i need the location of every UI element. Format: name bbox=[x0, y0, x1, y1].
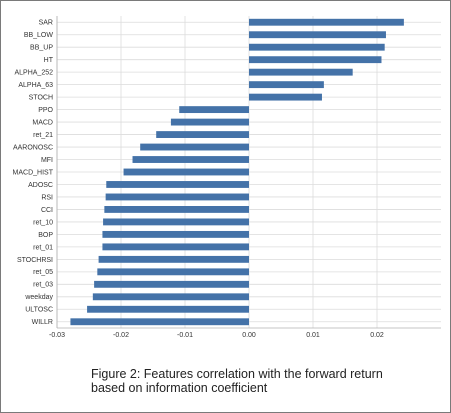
category-label: BOP bbox=[38, 232, 53, 239]
x-tick-label: 0.02 bbox=[370, 332, 384, 339]
x-tick-labels: -0.03 -0.02 -0.01 0.00 0.01 0.02 bbox=[49, 332, 384, 339]
category-label: ret_21 bbox=[33, 132, 53, 139]
category-label: ALPHA_63 bbox=[18, 82, 53, 89]
bar-alpha-252 bbox=[249, 68, 353, 76]
category-labels: SAR BB_LOW BB_UP HT ALPHA_252 ALPHA_63 STOCH PP… bbox=[13, 20, 54, 327]
bar-layer bbox=[70, 18, 404, 326]
bar-macd bbox=[170, 118, 249, 126]
category-label: AARONOSC bbox=[13, 144, 53, 151]
figure-caption: Figure 2: Features correlation with the … bbox=[91, 367, 431, 395]
category-label: RSI bbox=[41, 194, 53, 201]
bar-adosc bbox=[106, 181, 249, 188]
x-tick-label: 0.01 bbox=[306, 332, 320, 339]
bar-ret-03 bbox=[94, 280, 250, 288]
bar-bb-up bbox=[249, 43, 385, 51]
category-label: ret_01 bbox=[33, 244, 53, 251]
category-label: MFI bbox=[41, 157, 53, 164]
x-tick-label: -0.02 bbox=[113, 332, 129, 339]
bar-macd-hist bbox=[123, 168, 249, 176]
category-label: ret_10 bbox=[33, 219, 53, 226]
category-label: ret_05 bbox=[33, 269, 53, 276]
x-tick-label: -0.03 bbox=[49, 332, 65, 339]
category-label: ADOSC bbox=[28, 182, 53, 189]
category-label: WILLR bbox=[32, 319, 53, 326]
category-label: ret_03 bbox=[33, 282, 53, 289]
bar-weekday bbox=[92, 293, 249, 301]
category-label: weekday bbox=[24, 294, 53, 301]
x-tick-label: 0.00 bbox=[242, 332, 256, 339]
category-label: ALPHA_252 bbox=[14, 70, 53, 77]
bar-ret-10 bbox=[103, 218, 249, 226]
bar-ultosc bbox=[87, 305, 249, 313]
caption-line-1: Figure 2: Features correlation with the … bbox=[91, 367, 383, 381]
category-label: BB_UP bbox=[30, 45, 53, 52]
category-label: PPO bbox=[38, 107, 53, 114]
bar-ret-05 bbox=[97, 268, 249, 276]
bar-mfi bbox=[132, 156, 249, 163]
bar-aaronosc bbox=[140, 143, 249, 151]
bar-chart: SAR BB_LOW BB_UP HT ALPHA_252 ALPHA_63 STOCH PP… bbox=[13, 16, 441, 339]
category-label: ULTOSC bbox=[25, 307, 53, 314]
bar-willr bbox=[70, 318, 249, 326]
bar-alpha-63 bbox=[249, 81, 324, 89]
category-label: MACD bbox=[32, 119, 53, 126]
category-label: MACD_HIST bbox=[13, 169, 54, 176]
category-label: HT bbox=[44, 57, 54, 64]
category-label: STOCHRSI bbox=[17, 257, 53, 264]
category-label: STOCH bbox=[29, 95, 53, 102]
bar-ppo bbox=[179, 106, 249, 114]
bar-stochrsi bbox=[98, 255, 249, 263]
category-label: CCI bbox=[41, 207, 53, 214]
category-label: BB_LOW bbox=[24, 32, 54, 39]
bar-sar bbox=[249, 18, 404, 26]
bar-bop bbox=[102, 230, 249, 238]
bar-ht bbox=[249, 56, 382, 64]
x-tick-label: -0.01 bbox=[177, 332, 193, 339]
bar-ret-21 bbox=[156, 131, 249, 138]
bar-bb-low bbox=[249, 31, 386, 39]
category-label: SAR bbox=[39, 20, 53, 27]
bar-cci bbox=[104, 206, 249, 213]
bar-rsi bbox=[105, 193, 249, 201]
caption-line-2: based on information coefficient bbox=[91, 381, 268, 395]
bar-ret-01 bbox=[102, 243, 249, 251]
bar-stoch bbox=[249, 93, 322, 101]
